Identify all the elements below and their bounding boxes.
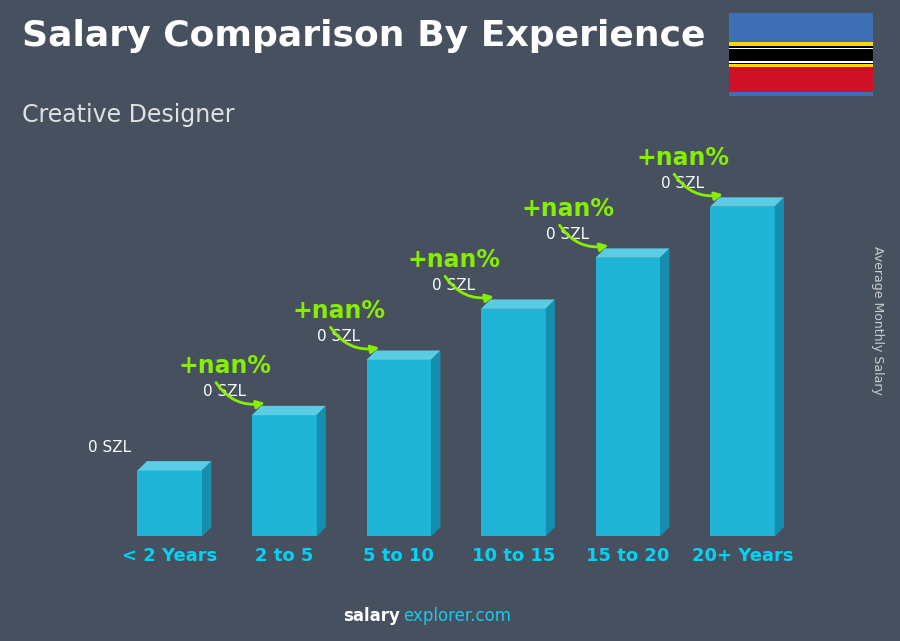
Polygon shape — [481, 309, 545, 537]
Text: 0 SZL: 0 SZL — [661, 176, 704, 191]
Polygon shape — [317, 406, 326, 537]
Polygon shape — [431, 351, 440, 537]
Polygon shape — [252, 406, 326, 415]
Text: 0 SZL: 0 SZL — [546, 227, 590, 242]
Polygon shape — [481, 299, 555, 309]
Polygon shape — [366, 360, 431, 537]
Text: 0 SZL: 0 SZL — [88, 440, 131, 454]
Polygon shape — [775, 197, 784, 537]
Polygon shape — [202, 461, 211, 537]
Polygon shape — [366, 351, 440, 360]
Text: +nan%: +nan% — [178, 354, 271, 378]
Polygon shape — [710, 206, 775, 537]
Text: Salary Comparison By Experience: Salary Comparison By Experience — [22, 19, 706, 53]
Bar — [729, 48, 873, 63]
Text: 0 SZL: 0 SZL — [432, 278, 475, 293]
Bar — [729, 13, 873, 46]
Text: Average Monthly Salary: Average Monthly Salary — [871, 246, 884, 395]
Polygon shape — [710, 197, 784, 206]
Polygon shape — [596, 258, 660, 537]
Polygon shape — [660, 249, 670, 537]
Polygon shape — [138, 470, 202, 537]
Bar — [729, 67, 873, 92]
Polygon shape — [252, 415, 317, 537]
Text: salary: salary — [344, 607, 400, 625]
Text: +nan%: +nan% — [636, 146, 729, 170]
Text: 15 to 20: 15 to 20 — [586, 547, 670, 565]
Text: +nan%: +nan% — [522, 197, 615, 221]
Text: 20+ Years: 20+ Years — [691, 547, 793, 565]
Text: 2 to 5: 2 to 5 — [255, 547, 313, 565]
Text: < 2 Years: < 2 Years — [122, 547, 218, 565]
Polygon shape — [138, 461, 212, 470]
Bar — [729, 92, 873, 96]
Text: 5 to 10: 5 to 10 — [364, 547, 434, 565]
Text: 0 SZL: 0 SZL — [202, 385, 246, 399]
Text: +nan%: +nan% — [292, 299, 385, 323]
Polygon shape — [545, 299, 555, 537]
Text: +nan%: +nan% — [407, 248, 500, 272]
Polygon shape — [596, 249, 670, 258]
Text: Creative Designer: Creative Designer — [22, 103, 235, 126]
Bar — [729, 49, 873, 61]
Text: explorer.com: explorer.com — [403, 607, 511, 625]
Bar — [729, 46, 873, 65]
Text: 10 to 15: 10 to 15 — [472, 547, 555, 565]
Bar — [729, 42, 873, 67]
Text: 0 SZL: 0 SZL — [317, 329, 360, 344]
